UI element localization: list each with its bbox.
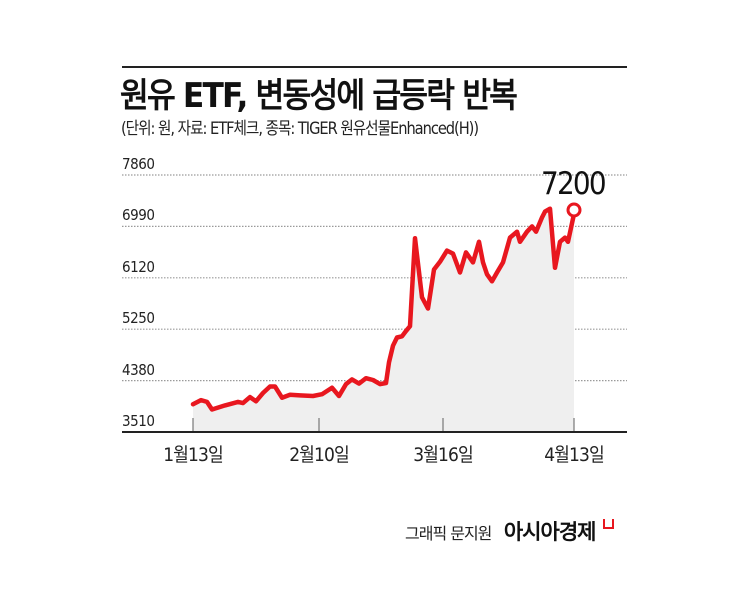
y-tick-label: 7860 — [122, 155, 155, 173]
chart-subtitle: (단위: 원, 자료: ETF체크, 종목: TIGER 원유선물Enhance… — [121, 119, 479, 139]
y-tick-label: 5250 — [122, 309, 155, 328]
brand-mark-icon — [602, 519, 614, 529]
last-point-marker — [566, 202, 582, 218]
x-tick-label: 4월13일 — [544, 444, 605, 466]
x-tick-label: 3월16일 — [413, 444, 474, 466]
price-line — [190, 206, 577, 412]
y-tick-label: 6990 — [122, 206, 155, 225]
x-tick-label: 2월10일 — [289, 444, 350, 466]
graphic-credit: 그래픽 문지원 — [405, 524, 492, 543]
area-fill — [193, 208, 574, 432]
y-tick-label: 3510 — [122, 412, 155, 430]
brand-logo-text: 아시아경제 — [503, 520, 597, 544]
last-value-label: 7200 — [541, 166, 607, 202]
y-tick-label: 6120 — [122, 257, 155, 276]
credit-line: 그래픽 문지원 아시아경제 — [405, 516, 614, 546]
top-rule — [122, 66, 627, 68]
x-tick-marks — [192, 418, 575, 432]
x-tick-label: 1월13일 — [163, 444, 224, 466]
chart-title: 원유 ETF, 변동성에 급등락 반복 — [120, 76, 518, 116]
y-tick-label: 4380 — [122, 360, 155, 379]
